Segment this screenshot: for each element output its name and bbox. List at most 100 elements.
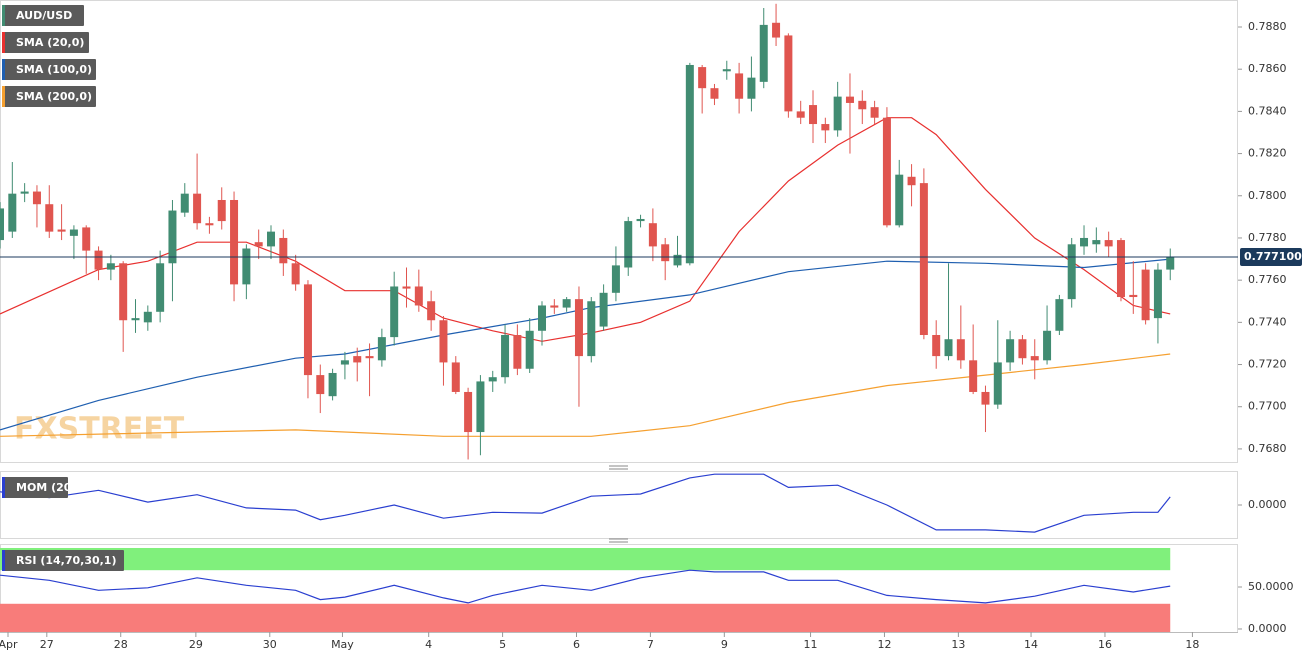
candle-body <box>845 96 854 103</box>
candle-body <box>0 208 4 241</box>
y-tick-label: 0.7740 <box>1248 315 1287 328</box>
candle-body <box>476 381 485 433</box>
candle-body <box>636 218 645 222</box>
candle-body <box>1141 269 1150 321</box>
y-tick-label: 0.0000 <box>1248 498 1287 511</box>
candle-body <box>513 335 522 369</box>
candle-body <box>722 69 731 72</box>
candle-body <box>587 301 596 357</box>
candle-body <box>353 356 362 363</box>
candle-body <box>8 193 17 232</box>
candle-body <box>414 286 423 306</box>
legend-swatch <box>2 5 5 26</box>
candle-body <box>525 330 534 369</box>
candle-body <box>156 263 165 312</box>
candle-body <box>119 263 128 321</box>
y-tick-label: 0.7760 <box>1248 273 1287 286</box>
legend-label: AUD/USD <box>16 9 72 22</box>
legend-box <box>2 477 68 498</box>
candle-body <box>562 299 571 308</box>
candle-body <box>895 174 904 226</box>
candle-body <box>267 231 276 247</box>
candle-body <box>772 22 781 38</box>
x-tick-label: 6 <box>573 638 580 651</box>
candle-body <box>451 362 460 392</box>
candle-body <box>242 248 251 285</box>
resize-handle[interactable] <box>609 538 628 543</box>
sma-line <box>0 353 1171 437</box>
candle-body <box>316 375 325 395</box>
candle-body <box>1067 244 1076 300</box>
candle-body <box>82 227 91 251</box>
candle-body <box>796 111 805 118</box>
candle-body <box>809 105 818 125</box>
candle-body <box>328 372 337 397</box>
candle-body <box>303 284 312 376</box>
candle-body <box>858 100 867 110</box>
candle-body <box>956 339 965 361</box>
legend-box <box>2 86 96 107</box>
x-tick-label: 16 <box>1098 638 1112 651</box>
y-tick-label: 0.7840 <box>1248 104 1287 117</box>
candle-body <box>390 286 399 338</box>
sma-line <box>0 258 1171 431</box>
x-tick-label: May <box>331 638 354 651</box>
candle-body <box>20 191 29 194</box>
candle-body <box>870 107 879 118</box>
oversold-zone <box>0 603 1171 632</box>
indicator-line <box>0 569 1171 604</box>
candle-body <box>254 242 263 247</box>
candle-body <box>1055 299 1064 331</box>
legend-box <box>2 550 124 571</box>
candle-body <box>1166 256 1175 270</box>
candle-body <box>833 96 842 131</box>
candle-body <box>131 318 140 321</box>
candle-body <box>611 265 620 293</box>
candle-body <box>291 263 300 285</box>
watermark: FXSTREET <box>14 412 185 447</box>
legend-box <box>2 32 89 53</box>
candle-body <box>1018 339 1027 359</box>
y-tick-label: 0.0000 <box>1248 622 1287 635</box>
candle-body <box>1043 330 1052 361</box>
x-tick-label: 11 <box>804 638 818 651</box>
candle-body <box>784 35 793 112</box>
y-tick-label: 0.7780 <box>1248 231 1287 244</box>
candle-body <box>882 117 891 226</box>
y-tick-label: 0.7860 <box>1248 62 1287 75</box>
x-tick-label: 12 <box>877 638 891 651</box>
candle-body <box>402 286 411 289</box>
candle-body <box>969 360 978 392</box>
candle-body <box>919 183 928 336</box>
candle-body <box>648 223 657 247</box>
candle-body <box>57 229 66 232</box>
candle-body <box>427 301 436 321</box>
x-tick-label: Apr <box>0 638 18 651</box>
candle-body <box>230 199 239 285</box>
candle-body <box>69 229 78 236</box>
candle-body <box>944 339 953 357</box>
resize-handle[interactable] <box>609 465 628 470</box>
x-tick-label: 29 <box>189 638 203 651</box>
candle-body <box>1080 237 1089 247</box>
candle-body <box>1153 269 1162 319</box>
y-tick-label: 0.7820 <box>1248 147 1287 160</box>
indicator-line <box>0 473 1171 533</box>
candle-body <box>821 124 830 131</box>
candle-body <box>180 193 189 213</box>
candle-body <box>685 64 694 264</box>
candle-body <box>661 244 670 262</box>
y-tick-label: 0.7800 <box>1248 189 1287 202</box>
candle-body <box>377 337 386 361</box>
candle-body <box>94 250 103 270</box>
candle-body <box>574 299 583 357</box>
legend-swatch <box>2 59 5 80</box>
candle-body <box>624 221 633 268</box>
candle-body <box>1129 294 1138 298</box>
candle-body <box>106 263 115 270</box>
legend-label: SMA (100,0) <box>16 63 92 76</box>
candle-body <box>365 356 374 359</box>
candle-body <box>340 360 349 365</box>
